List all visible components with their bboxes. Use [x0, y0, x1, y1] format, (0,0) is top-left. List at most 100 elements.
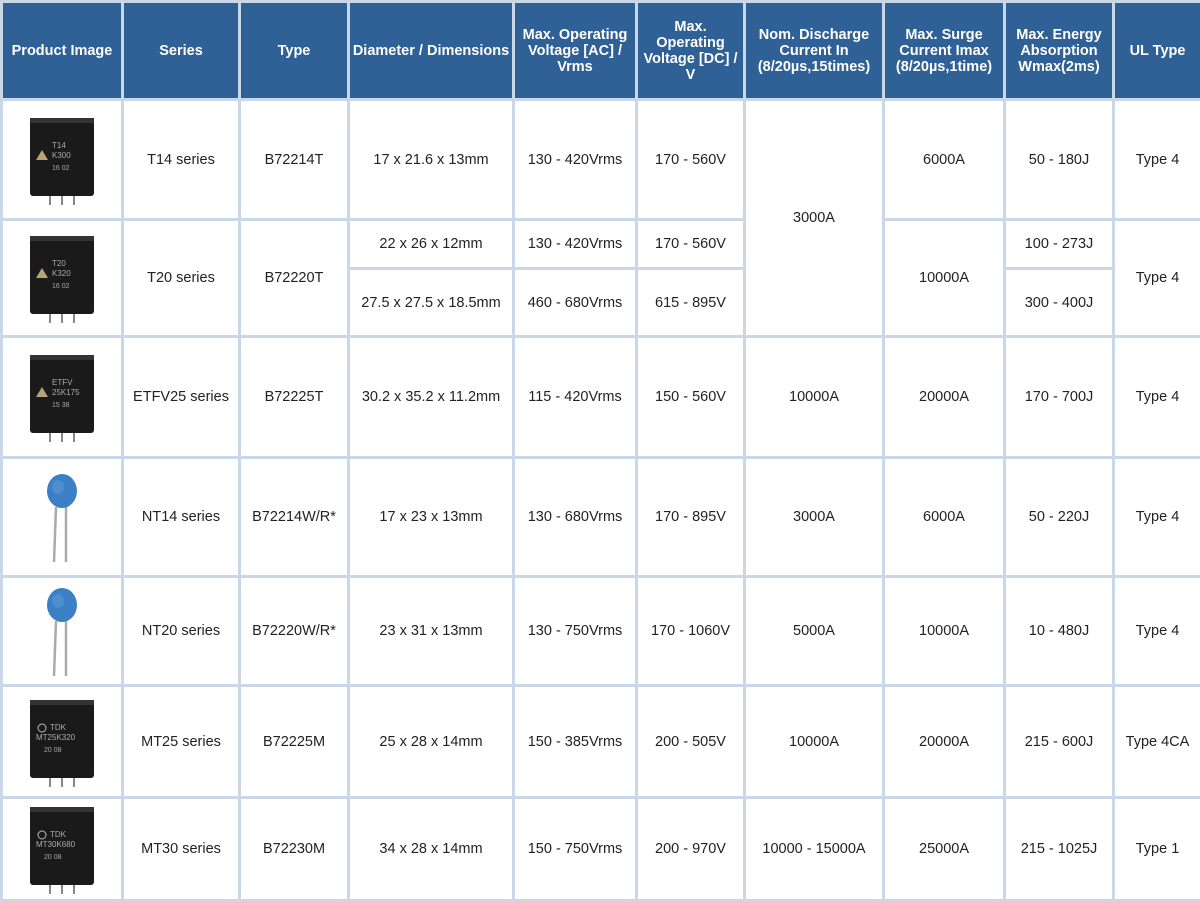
type-cell: B72214T [240, 100, 349, 220]
series-cell: MT30 series [123, 798, 240, 901]
energy-cell: 170 - 700J [1005, 337, 1114, 458]
series-cell: T20 series [123, 220, 240, 337]
component-marking: TDK [50, 830, 67, 839]
dc-voltage-cell: 200 - 970V [637, 798, 745, 901]
ul-type-cell: Type 4 [1114, 577, 1200, 686]
ul-type-cell: Type 4 [1114, 337, 1200, 458]
dc-voltage-cell: 170 - 895V [637, 458, 745, 577]
component-marking: MT30K680 [36, 840, 76, 849]
header-type: Type [240, 2, 349, 100]
ul-type-cell: Type 4CA [1114, 686, 1200, 798]
series-cell: MT25 series [123, 686, 240, 798]
energy-cell: 50 - 180J [1005, 100, 1114, 220]
type-cell: B72225M [240, 686, 349, 798]
dimensions-cell: 34 x 28 x 14mm [349, 798, 514, 901]
surge-cell: 25000A [884, 798, 1005, 901]
disc-varistor-icon [32, 581, 92, 681]
surge-cell: 20000A [884, 686, 1005, 798]
ac-voltage-cell: 130 - 680Vrms [514, 458, 637, 577]
surge-cell: 6000A [884, 100, 1005, 220]
ac-voltage-cell: 130 - 420Vrms [514, 100, 637, 220]
dc-voltage-cell: 170 - 560V [637, 220, 745, 269]
energy-cell: 215 - 1025J [1005, 798, 1114, 901]
nom-discharge-cell: 10000A [745, 686, 884, 798]
energy-cell: 10 - 480J [1005, 577, 1114, 686]
series-cell: ETFV25 series [123, 337, 240, 458]
dimensions-cell: 17 x 23 x 13mm [349, 458, 514, 577]
header-product-image: Product Image [2, 2, 123, 100]
component-marking: 25K175 [52, 388, 80, 397]
header-series: Series [123, 2, 240, 100]
header-surge-current: Max. Surge Current Imax (8/20µs,1time) [884, 2, 1005, 100]
component-marking: TDK [50, 723, 67, 732]
type-cell: B72220T [240, 220, 349, 337]
dc-voltage-cell: 170 - 1060V [637, 577, 745, 686]
energy-cell: 215 - 600J [1005, 686, 1114, 798]
dimensions-cell: 30.2 x 35.2 x 11.2mm [349, 337, 514, 458]
ac-voltage-cell: 115 - 420Vrms [514, 337, 637, 458]
dc-voltage-cell: 150 - 560V [637, 337, 745, 458]
component-marking: ETFV [52, 378, 73, 387]
nom-discharge-cell: 10000 - 15000A [745, 798, 884, 901]
component-marking: 20 08 [44, 854, 62, 861]
header-ac-voltage: Max. Operating Voltage [AC] / Vrms [514, 2, 637, 100]
nom-discharge-cell: 3000A [745, 458, 884, 577]
component-marking: K300 [52, 151, 71, 160]
nom-discharge-cell: 3000A [745, 100, 884, 337]
dc-voltage-cell: 170 - 560V [637, 100, 745, 220]
surge-cell: 20000A [884, 337, 1005, 458]
dimensions-cell: 25 x 28 x 14mm [349, 686, 514, 798]
header-row: Product Image Series Type Diameter / Dim… [2, 2, 1200, 100]
dimensions-cell: 22 x 26 x 12mm [349, 220, 514, 269]
ac-voltage-cell: 130 - 750Vrms [514, 577, 637, 686]
dimensions-cell: 17 x 21.6 x 13mm [349, 100, 514, 220]
surge-cell: 10000A [884, 577, 1005, 686]
type-cell: B72230M [240, 798, 349, 901]
header-ul-type: UL Type [1114, 2, 1200, 100]
product-image [2, 458, 123, 577]
energy-cell: 50 - 220J [1005, 458, 1114, 577]
nom-discharge-cell: 5000A [745, 577, 884, 686]
component-marking: T14 [52, 141, 66, 150]
ac-voltage-cell: 130 - 420Vrms [514, 220, 637, 269]
component-marking: K320 [52, 269, 71, 278]
ac-voltage-cell: 460 - 680Vrms [514, 269, 637, 337]
ul-type-cell: Type 4 [1114, 100, 1200, 220]
type-cell: B72214W/R* [240, 458, 349, 577]
dc-voltage-cell: 200 - 505V [637, 686, 745, 798]
type-cell: B72225T [240, 337, 349, 458]
ac-voltage-cell: 150 - 385Vrms [514, 686, 637, 798]
series-cell: T14 series [123, 100, 240, 220]
product-image [2, 577, 123, 686]
ul-type-cell: Type 4 [1114, 458, 1200, 577]
surge-cell: 6000A [884, 458, 1005, 577]
disc-varistor-icon [32, 467, 92, 567]
energy-cell: 100 - 273J [1005, 220, 1114, 269]
dc-voltage-cell: 615 - 895V [637, 269, 745, 337]
component-marking: MT25K320 [36, 733, 76, 742]
header-nom-discharge: Nom. Discharge Current In (8/20µs,15time… [745, 2, 884, 100]
dimensions-cell: 27.5 x 27.5 x 18.5mm [349, 269, 514, 337]
component-marking: 16 02 [52, 283, 70, 290]
ul-type-cell: Type 1 [1114, 798, 1200, 901]
series-cell: NT20 series [123, 577, 240, 686]
header-dimensions: Diameter / Dimensions [349, 2, 514, 100]
surge-cell: 10000A [884, 220, 1005, 337]
